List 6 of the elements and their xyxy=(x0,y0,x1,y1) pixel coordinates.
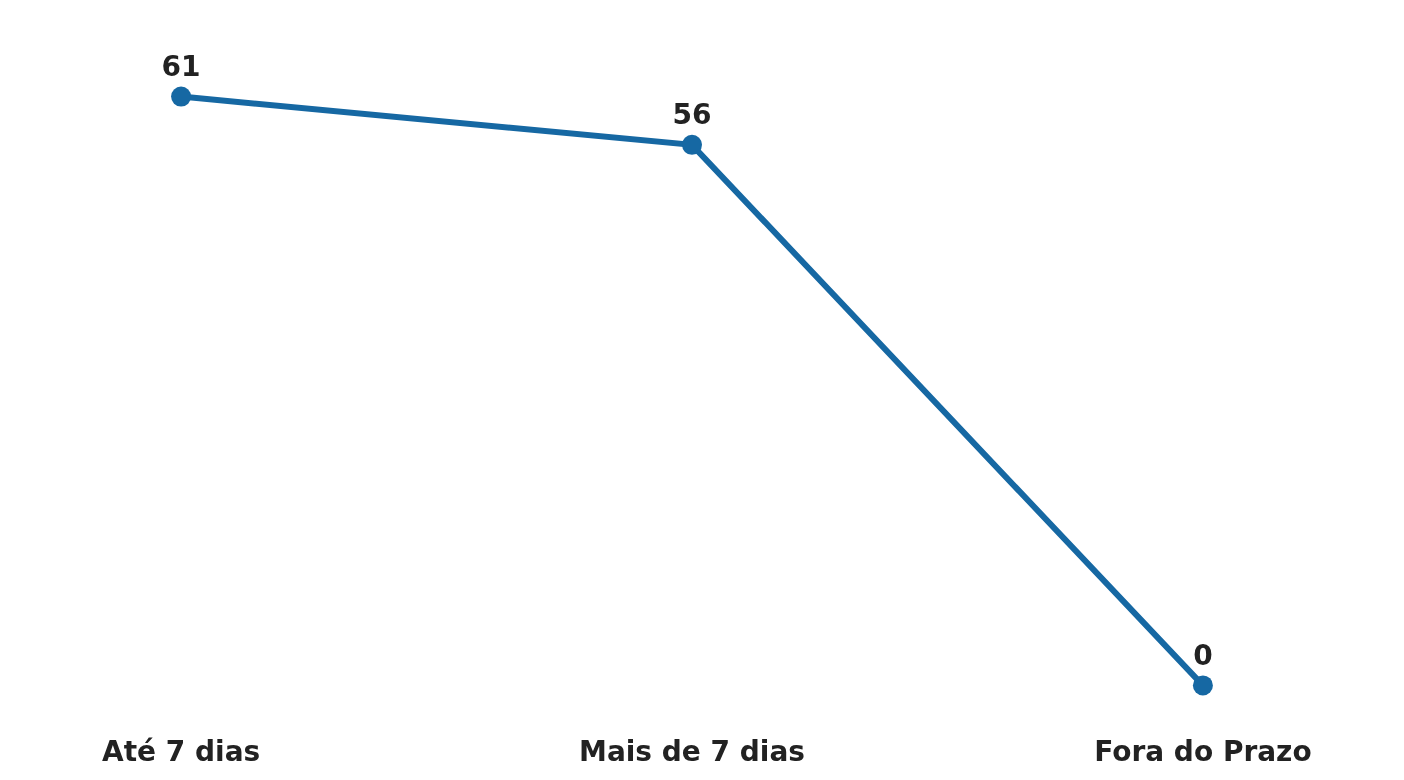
data-label: 56 xyxy=(672,98,712,132)
x-tick-label: Mais de 7 dias xyxy=(579,735,805,768)
data-label: 0 xyxy=(1193,638,1213,672)
data-label: 61 xyxy=(161,50,201,84)
x-tick-label: Fora do Prazo xyxy=(1094,735,1312,768)
x-tick-label: Até 7 dias xyxy=(101,735,261,768)
